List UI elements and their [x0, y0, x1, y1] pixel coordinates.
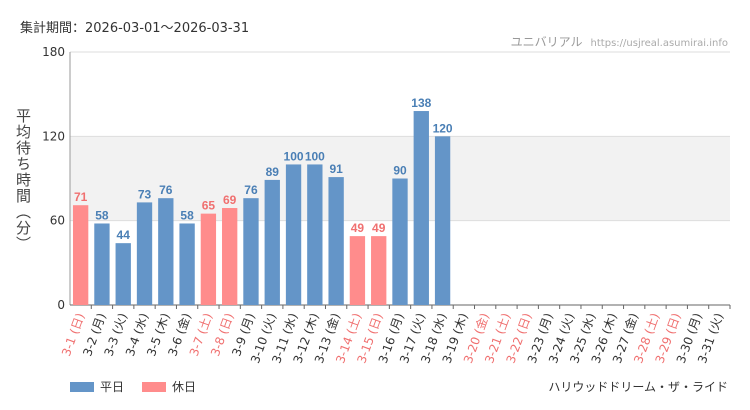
bar-11	[285, 164, 302, 305]
bar-17	[413, 111, 429, 306]
bar-value-label-3: 44	[117, 228, 131, 242]
bar-value-label-9: 76	[244, 183, 258, 197]
legend-holiday-label: 休日	[172, 380, 197, 394]
bar-5	[158, 198, 174, 305]
bar-8	[222, 208, 238, 305]
bar-3	[115, 243, 131, 305]
bar-4	[136, 202, 153, 305]
y-tick-label-0: 0	[57, 298, 65, 312]
site-url: https://usjreal.asumirai.info	[590, 38, 728, 49]
bar-13	[328, 177, 344, 305]
bar-value-label-12: 100	[305, 149, 325, 163]
bar-18	[434, 136, 451, 305]
legend-weekday-swatch	[70, 381, 94, 392]
bar-6	[179, 223, 195, 305]
site-credit: ユニバリアル https://usjreal.asumirai.info	[511, 33, 728, 50]
y-tick-label-180: 180	[42, 45, 65, 59]
site-name: ユニバリアル	[510, 35, 583, 49]
bar-value-label-5: 76	[159, 183, 173, 197]
legend-weekday: 平日	[70, 378, 124, 395]
bar-1	[72, 205, 89, 305]
bar-value-label-11: 100	[284, 149, 304, 163]
bar-value-label-6: 58	[180, 208, 194, 222]
y-tick-label-60: 60	[50, 214, 65, 228]
y-axis-label: 平均待ち時間（分）	[14, 108, 32, 252]
bar-value-label-2: 58	[95, 208, 109, 222]
attraction-name: ハリウッドドリーム・ザ・ライド	[548, 380, 728, 394]
bar-value-label-18: 120	[433, 121, 453, 135]
bar-12	[307, 164, 323, 305]
legend-holiday: 休日	[142, 378, 196, 395]
bar-value-label-13: 91	[329, 162, 343, 176]
bar-value-label-14: 49	[351, 221, 365, 235]
bar-value-label-16: 90	[393, 164, 407, 178]
bar-7	[200, 213, 217, 305]
bar-value-label-8: 69	[223, 193, 237, 207]
bar-14	[349, 236, 366, 305]
bar-15	[371, 236, 387, 305]
bar-value-label-17: 138	[411, 96, 431, 110]
bar-9	[243, 198, 259, 305]
period-label: 集計期間：2026-03-01～2026-03-31	[20, 21, 250, 36]
bar-2	[94, 223, 110, 305]
bar-value-label-7: 65	[202, 199, 216, 213]
bar-16	[392, 178, 408, 305]
legend-holiday-swatch	[142, 381, 167, 392]
bar-value-label-15: 49	[372, 221, 386, 235]
bar-value-label-4: 73	[138, 187, 152, 201]
bar-10	[264, 179, 280, 305]
bar-value-label-1: 71	[74, 190, 88, 204]
bar-value-label-10: 89	[266, 165, 280, 179]
legend: 平日 休日	[70, 378, 196, 395]
legend-weekday-label: 平日	[100, 380, 125, 394]
y-tick-label-120: 120	[42, 129, 65, 143]
